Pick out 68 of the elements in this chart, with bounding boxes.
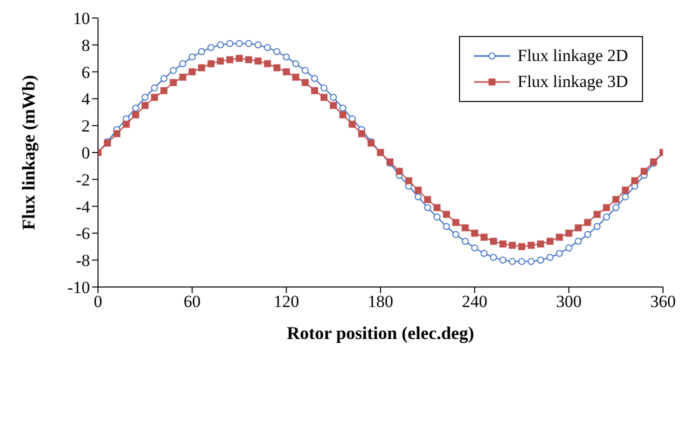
point [612,204,620,212]
legend-label: Flux linkage 3D [518,72,628,92]
point [480,250,488,257]
y-tick-label: -8 [76,251,90,270]
point [151,84,158,92]
point [160,75,168,82]
point [311,75,318,82]
point [330,94,337,101]
y-tick-label: 2 [82,116,90,136]
point [170,66,177,74]
point [574,238,582,245]
point [546,254,554,261]
point [584,231,592,238]
point [302,66,309,74]
x-tick-label: 60 [184,292,201,312]
point [490,254,497,261]
y-axis-title: Flux linkage (mWb) [18,74,38,230]
point [264,44,271,52]
point [442,222,450,230]
point [594,222,601,230]
point [518,258,526,265]
point [471,244,478,252]
point [565,244,572,252]
x-tick-label: 120 [274,292,300,312]
point [273,48,280,56]
point [292,60,300,68]
point [499,256,506,264]
point [537,256,544,264]
point [622,193,629,200]
x-tick-label: 360 [650,292,676,312]
y-tick-label: 10 [73,9,90,28]
point [216,41,224,48]
point [132,104,140,112]
point [188,54,196,61]
point [462,238,469,245]
x-tick-label: 180 [368,292,394,312]
point [434,214,440,221]
point [424,204,432,212]
y-tick-label: 8 [82,36,90,55]
x-axis-title: Rotor position (elec.deg) [286,323,474,343]
point [282,54,290,61]
point [320,84,328,92]
y-tick-label: 6 [82,62,90,82]
point [508,258,516,265]
y-tick-label: -2 [76,170,90,190]
point [198,48,206,56]
y-tick-label: 4 [82,90,90,109]
point [414,193,422,200]
legend-label: Flux linkage 2D [518,46,628,66]
x-tick-label: 300 [556,292,582,312]
y-tick-label: -4 [76,197,90,216]
point [603,214,610,221]
y-tick-label: 0 [82,144,90,163]
point [208,44,214,52]
point [556,250,563,257]
point [179,60,186,68]
point [254,41,262,48]
x-tick-label: 0 [94,292,102,312]
point [236,40,243,48]
point [142,94,149,101]
point [452,231,460,238]
point [528,258,535,265]
x-tick-label: 240 [462,292,488,312]
point [226,40,234,48]
point [339,104,346,112]
y-tick-label: -10 [67,278,90,298]
point [245,40,252,48]
y-tick-label: -6 [76,224,90,244]
